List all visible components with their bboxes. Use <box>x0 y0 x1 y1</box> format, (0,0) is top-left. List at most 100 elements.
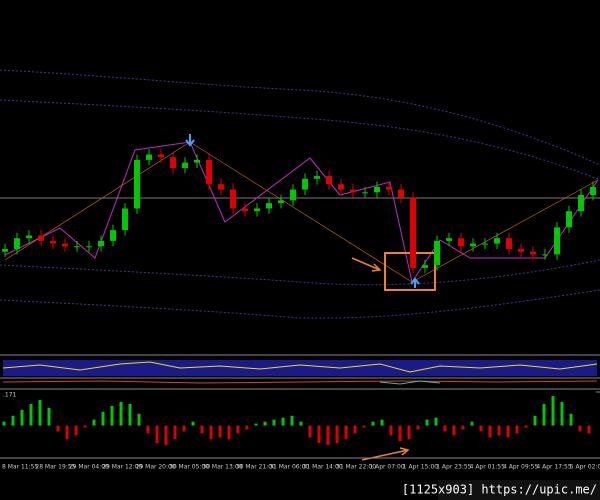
candle-body <box>26 235 32 239</box>
x-tick-label: 31 Mar 22:00 <box>336 464 376 471</box>
histogram-bar <box>65 425 69 440</box>
candle-body <box>302 178 308 190</box>
candle-body <box>410 197 416 268</box>
candle-body <box>98 240 104 247</box>
histogram-bar <box>578 425 582 432</box>
histogram-bar <box>236 425 240 434</box>
candle-body <box>254 208 260 212</box>
trend-line <box>4 141 599 283</box>
candle-body <box>422 265 428 268</box>
x-tick-label: 5 Apr 02:00 <box>570 464 600 471</box>
histogram-bar <box>29 403 33 426</box>
candle-body <box>206 159 212 185</box>
y-tick-label: .171 <box>3 392 17 399</box>
histogram-bar <box>524 425 528 428</box>
histogram-bar <box>344 425 348 440</box>
histogram-bar <box>542 403 546 426</box>
candle-body <box>122 208 128 231</box>
candle-body <box>86 246 92 248</box>
histogram-bar <box>290 415 294 426</box>
candle-body <box>482 243 488 245</box>
candle-body <box>554 227 560 255</box>
histogram-bar <box>335 425 339 444</box>
x-tick-label: 31 Mar 14:00 <box>303 464 343 471</box>
candle-body <box>434 240 440 266</box>
histogram-bar <box>83 425 87 428</box>
candle-body <box>2 249 8 252</box>
candle-body <box>470 243 476 247</box>
x-tick-label: 30 Mar 05:00 <box>169 464 209 471</box>
candle-body <box>146 154 152 160</box>
candle-body <box>314 176 320 179</box>
candle-body <box>326 176 332 185</box>
candle-body <box>218 184 224 190</box>
x-tick-label: 28 Mar 19:55 <box>35 464 75 471</box>
histogram-bar <box>137 413 141 426</box>
histogram-bar <box>479 425 483 432</box>
signal-arrow-down <box>185 134 195 147</box>
histogram-bar <box>416 425 420 430</box>
histogram-bar <box>191 421 195 426</box>
candle-body <box>494 238 500 244</box>
candle-body <box>590 186 596 195</box>
histogram-bar <box>308 425 312 438</box>
histogram-bar <box>389 425 393 436</box>
indicator-line <box>2 361 598 373</box>
histogram: .171 <box>2 391 600 446</box>
histogram-bar <box>569 413 573 426</box>
bands <box>0 69 600 319</box>
x-tick-label: 29 Mar 12:00 <box>102 464 142 471</box>
x-tick-label: 4 Apr 01:55 <box>470 464 505 471</box>
x-tick-label: 1 Apr 15:00 <box>403 464 438 471</box>
candle-body <box>398 189 404 198</box>
histogram-bar <box>218 425 222 438</box>
candle-body <box>74 246 80 248</box>
histogram-bar <box>587 425 591 434</box>
candle-body <box>374 186 380 193</box>
histogram-bar <box>101 411 105 426</box>
histogram-bar <box>164 425 168 446</box>
histogram-bar <box>443 425 447 432</box>
candle-body <box>230 189 236 209</box>
histogram-bar <box>56 425 60 432</box>
x-tick-label: 4 Apr 09:55 <box>503 464 538 471</box>
candle-body <box>506 238 512 249</box>
candle-body <box>170 157 176 168</box>
histogram-bar <box>155 425 159 444</box>
histogram-bar <box>452 425 456 436</box>
arrow <box>351 257 382 272</box>
candle-body <box>446 238 452 241</box>
candle-body <box>38 235 44 241</box>
candle-body <box>194 159 200 163</box>
histogram-bar <box>272 419 276 426</box>
x-tick-label: 4 Apr 17:55 <box>536 464 571 471</box>
candle-body <box>362 192 368 194</box>
x-tick-label: 8 Mar 11:55 <box>2 464 38 471</box>
histogram-bar <box>497 425 501 436</box>
candle-body <box>134 159 140 209</box>
candle-body <box>350 189 356 193</box>
histogram-bar <box>371 421 375 426</box>
histogram-bar <box>515 425 519 434</box>
histogram-bar <box>560 402 564 426</box>
histogram-bar <box>317 425 321 444</box>
candle-body <box>278 200 284 204</box>
histogram-bar <box>11 415 15 426</box>
histogram-bar <box>254 423 258 426</box>
indicator-line <box>379 380 441 385</box>
histogram-bar <box>551 396 555 426</box>
x-tick-label: 29 Mar 20:00 <box>136 464 176 471</box>
candle-body <box>50 240 56 244</box>
histogram-bar <box>128 403 132 426</box>
histogram-bar <box>110 405 114 426</box>
indicator-band <box>3 360 597 376</box>
histogram-bar <box>398 425 402 442</box>
histogram-bar <box>488 425 492 438</box>
histogram-bar <box>119 402 123 426</box>
histogram-bar <box>146 425 150 434</box>
histogram-bar <box>200 425 204 434</box>
histogram-bar <box>209 425 213 440</box>
x-tick-label: 30 Mar 21:00 <box>236 464 276 471</box>
